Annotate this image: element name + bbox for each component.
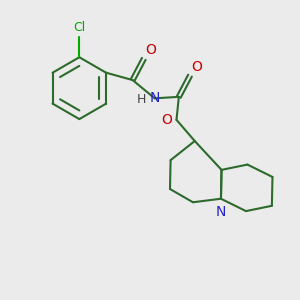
Text: N: N: [216, 205, 226, 219]
Text: Cl: Cl: [73, 21, 86, 34]
Text: O: O: [191, 60, 203, 74]
Text: O: O: [162, 113, 172, 128]
Text: O: O: [145, 44, 156, 57]
Text: N: N: [149, 91, 160, 105]
Text: H: H: [137, 93, 146, 106]
